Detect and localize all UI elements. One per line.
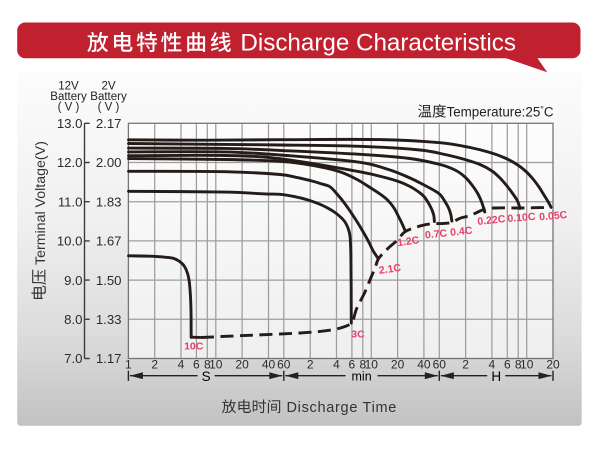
svg-text:10: 10 — [209, 358, 223, 372]
svg-text:1.83: 1.83 — [96, 194, 122, 209]
svg-text:10: 10 — [520, 358, 534, 372]
svg-text:Discharge Characteristics: Discharge Characteristics — [240, 29, 516, 56]
svg-text:Discharge Time: Discharge Time — [287, 400, 398, 416]
svg-text:0.10C: 0.10C — [507, 211, 536, 225]
svg-text:40: 40 — [262, 358, 276, 372]
svg-text:10.0: 10.0 — [57, 234, 83, 249]
svg-text:0.7C: 0.7C — [424, 227, 448, 241]
svg-text:Battery: Battery — [90, 91, 127, 103]
svg-text:7.0: 7.0 — [64, 351, 82, 366]
svg-text:6: 6 — [504, 358, 511, 372]
svg-text:60: 60 — [277, 358, 291, 372]
svg-text:8: 8 — [359, 358, 366, 372]
svg-text:20: 20 — [546, 358, 560, 372]
svg-text:H: H — [491, 369, 501, 384]
svg-text:4: 4 — [489, 358, 496, 372]
svg-text:20: 20 — [235, 358, 249, 372]
svg-text:0.22C: 0.22C — [477, 213, 507, 228]
svg-text:1: 1 — [125, 358, 132, 372]
svg-text:1.67: 1.67 — [96, 234, 122, 249]
svg-text:10C: 10C — [184, 340, 204, 352]
svg-text:13.0: 13.0 — [57, 116, 83, 131]
svg-text:2: 2 — [462, 358, 469, 372]
svg-text:2: 2 — [151, 358, 158, 372]
svg-text:2.17: 2.17 — [96, 116, 122, 131]
svg-text:6: 6 — [349, 358, 356, 372]
svg-text:Battery: Battery — [50, 91, 87, 103]
svg-text:8.0: 8.0 — [64, 312, 82, 327]
svg-text:20: 20 — [391, 358, 405, 372]
svg-text:Temperature:25°C: Temperature:25°C — [447, 105, 554, 120]
svg-text:min: min — [352, 370, 372, 384]
svg-text:1.33: 1.33 — [96, 312, 122, 327]
svg-text:9.0: 9.0 — [64, 273, 82, 288]
svg-text:40: 40 — [417, 358, 431, 372]
svg-text:12.0: 12.0 — [57, 155, 83, 170]
svg-text:4: 4 — [333, 358, 340, 372]
svg-text:Terminal Voltage(V): Terminal Voltage(V) — [33, 141, 49, 265]
svg-text:( V ): ( V ) — [98, 102, 120, 114]
svg-text:2.00: 2.00 — [96, 155, 122, 170]
svg-text:1.2C: 1.2C — [396, 234, 420, 249]
svg-text:12V: 12V — [58, 81, 79, 93]
svg-text:1.50: 1.50 — [96, 273, 122, 288]
svg-text:8: 8 — [204, 358, 211, 372]
svg-text:S: S — [202, 369, 211, 384]
svg-text:0.05C: 0.05C — [539, 209, 568, 223]
svg-text:( V ): ( V ) — [58, 102, 80, 114]
svg-text:1.17: 1.17 — [96, 351, 122, 366]
svg-text:4: 4 — [178, 358, 185, 372]
svg-text:2: 2 — [307, 358, 314, 372]
svg-text:2.1C: 2.1C — [378, 262, 402, 277]
svg-text:3C: 3C — [351, 329, 365, 341]
svg-text:6: 6 — [193, 358, 200, 372]
svg-text:60: 60 — [433, 358, 447, 372]
svg-text:2V: 2V — [101, 81, 115, 93]
svg-text:0.4C: 0.4C — [450, 225, 474, 239]
svg-text:10: 10 — [365, 358, 379, 372]
svg-text:11.0: 11.0 — [58, 194, 83, 209]
svg-text:8: 8 — [515, 358, 522, 372]
